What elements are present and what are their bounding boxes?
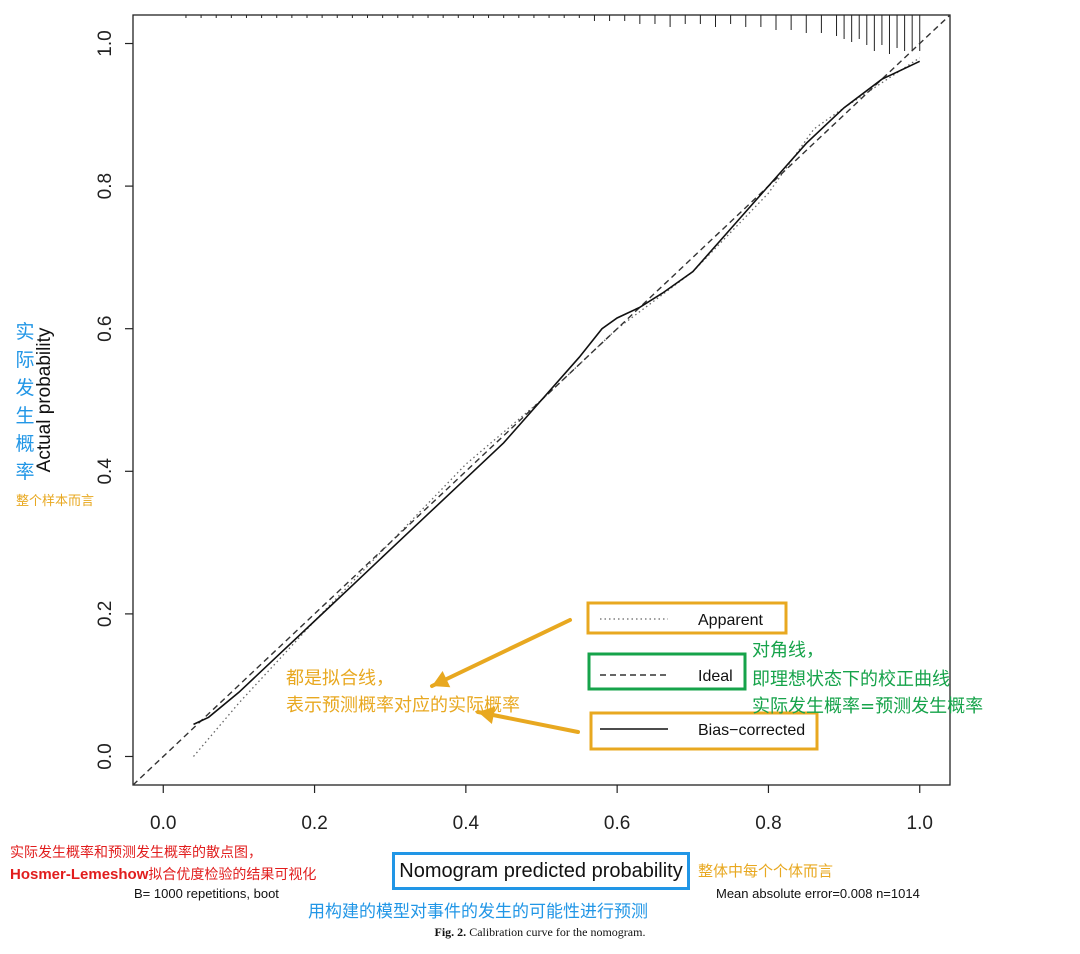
x-tick-label: 0.8 xyxy=(755,813,781,834)
x-axis-label: Nomogram predicted probability xyxy=(392,852,690,890)
arrow-bias-head xyxy=(478,706,496,724)
caption-label: Fig. 2. xyxy=(434,925,467,939)
x-tick-label: 0.0 xyxy=(150,813,176,834)
y-tick-label: 0.2 xyxy=(95,601,116,627)
hl-rest: 拟合优度检验的结果可视化 xyxy=(148,867,317,883)
diag-annotation-line2: 即理想状态下的校正曲线 xyxy=(752,669,950,690)
y-tick-label: 1.0 xyxy=(95,30,116,56)
ylabel-cn-annotation: 实际发生概率 xyxy=(15,321,35,483)
xlabel-sub-annotation: 用构建的模型对事件的发生的可能性进行预测 xyxy=(308,902,648,922)
scatter-annotation: 实际发生概率和预测发生概率的散点图， xyxy=(10,845,262,861)
figure-caption: Fig. 2. Calibration curve for the nomogr… xyxy=(0,925,1080,940)
x-tick-label: 1.0 xyxy=(907,813,933,834)
x-tick-label: 0.4 xyxy=(453,813,480,834)
arrow-apparent-shaft xyxy=(430,618,572,688)
legend-ideal-label: Ideal xyxy=(698,668,733,685)
hl-name: Hosmer-Lemeshow xyxy=(10,866,149,883)
diag-annotation-line3: 实际发生概率=预测发生概率 xyxy=(752,696,984,717)
plot-frame xyxy=(132,14,951,786)
legend-apparent-box xyxy=(586,601,788,635)
caption-text: Calibration curve for the nomogram. xyxy=(466,925,646,939)
y-axis-label: Actual probability xyxy=(34,327,55,472)
ylabel-sub-annotation: 整个样本而言 xyxy=(16,494,95,509)
y-tick-label: 0.6 xyxy=(95,315,116,341)
repetitions-note: B= 1000 repetitions, boot xyxy=(134,886,279,901)
y-tick-label: 0.8 xyxy=(95,173,116,199)
fit-annotation-line1: 都是拟合线， xyxy=(286,668,394,689)
legend-bias-corrected-label: Bias−corrected xyxy=(698,722,805,739)
y-tick-label: 0.4 xyxy=(95,458,116,485)
diag-annotation-line1: 对角线， xyxy=(752,640,824,661)
hl-annotation: Hosmer-Lemeshow拟合优度检验的结果可视化 xyxy=(10,864,316,884)
series-bias-corrected-line xyxy=(193,60,921,726)
fit-annotation-line2: 表示预测概率对应的实际概率 xyxy=(286,695,520,716)
xlabel-side-annotation: 整体中每个个体而言 xyxy=(698,862,834,880)
legend-bias-corrected-box xyxy=(589,711,819,751)
x-tick-label: 0.2 xyxy=(301,813,327,834)
y-tick-label: 0.0 xyxy=(95,743,116,769)
x-tick-label: 0.6 xyxy=(604,813,630,834)
legend-ideal-box xyxy=(587,652,747,691)
legend-apparent-label: Apparent xyxy=(698,612,763,629)
mae-note: Mean absolute error=0.008 n=1014 xyxy=(716,886,920,901)
arrow-bias-shaft xyxy=(476,710,580,734)
arrow-apparent-head xyxy=(432,671,451,688)
